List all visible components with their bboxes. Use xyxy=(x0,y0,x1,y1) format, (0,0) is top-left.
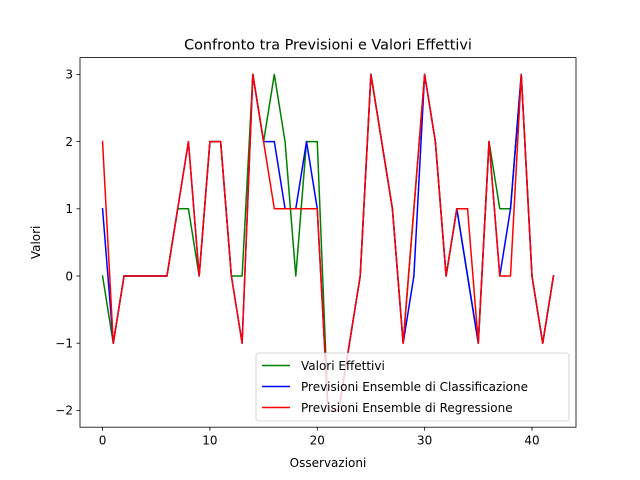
x-tick-label: 10 xyxy=(202,434,217,448)
legend-label: Previsioni Ensemble di Regressione xyxy=(301,401,513,415)
plot-frame xyxy=(79,57,577,428)
legend-label: Previsioni Ensemble di Classificazione xyxy=(301,380,528,394)
y-tick-label: 2 xyxy=(65,135,73,149)
legend-label: Valori Effettivi xyxy=(301,359,385,373)
y-tick-label: −2 xyxy=(55,404,73,418)
y-tick-label: 3 xyxy=(65,68,73,82)
x-tick-label: 40 xyxy=(524,434,539,448)
y-axis-title: Valori xyxy=(29,226,43,260)
x-tick-label: 0 xyxy=(99,434,107,448)
x-tick-label: 30 xyxy=(417,434,432,448)
x-axis: 0 10 20 30 40 xyxy=(99,427,540,448)
legend: Valori Effettivi Previsioni Ensemble di C… xyxy=(255,352,570,422)
y-axis: −2 −1 0 1 2 3 xyxy=(55,68,80,418)
y-tick-label: 0 xyxy=(65,269,73,283)
x-axis-title: Osservazioni xyxy=(290,456,367,470)
y-tick-label: 1 xyxy=(65,202,73,216)
y-tick-label: −1 xyxy=(55,337,73,351)
legend-box xyxy=(255,352,570,422)
x-tick-label: 20 xyxy=(310,434,325,448)
chart-title: Confronto tra Previsioni e Valori Effett… xyxy=(184,38,472,54)
